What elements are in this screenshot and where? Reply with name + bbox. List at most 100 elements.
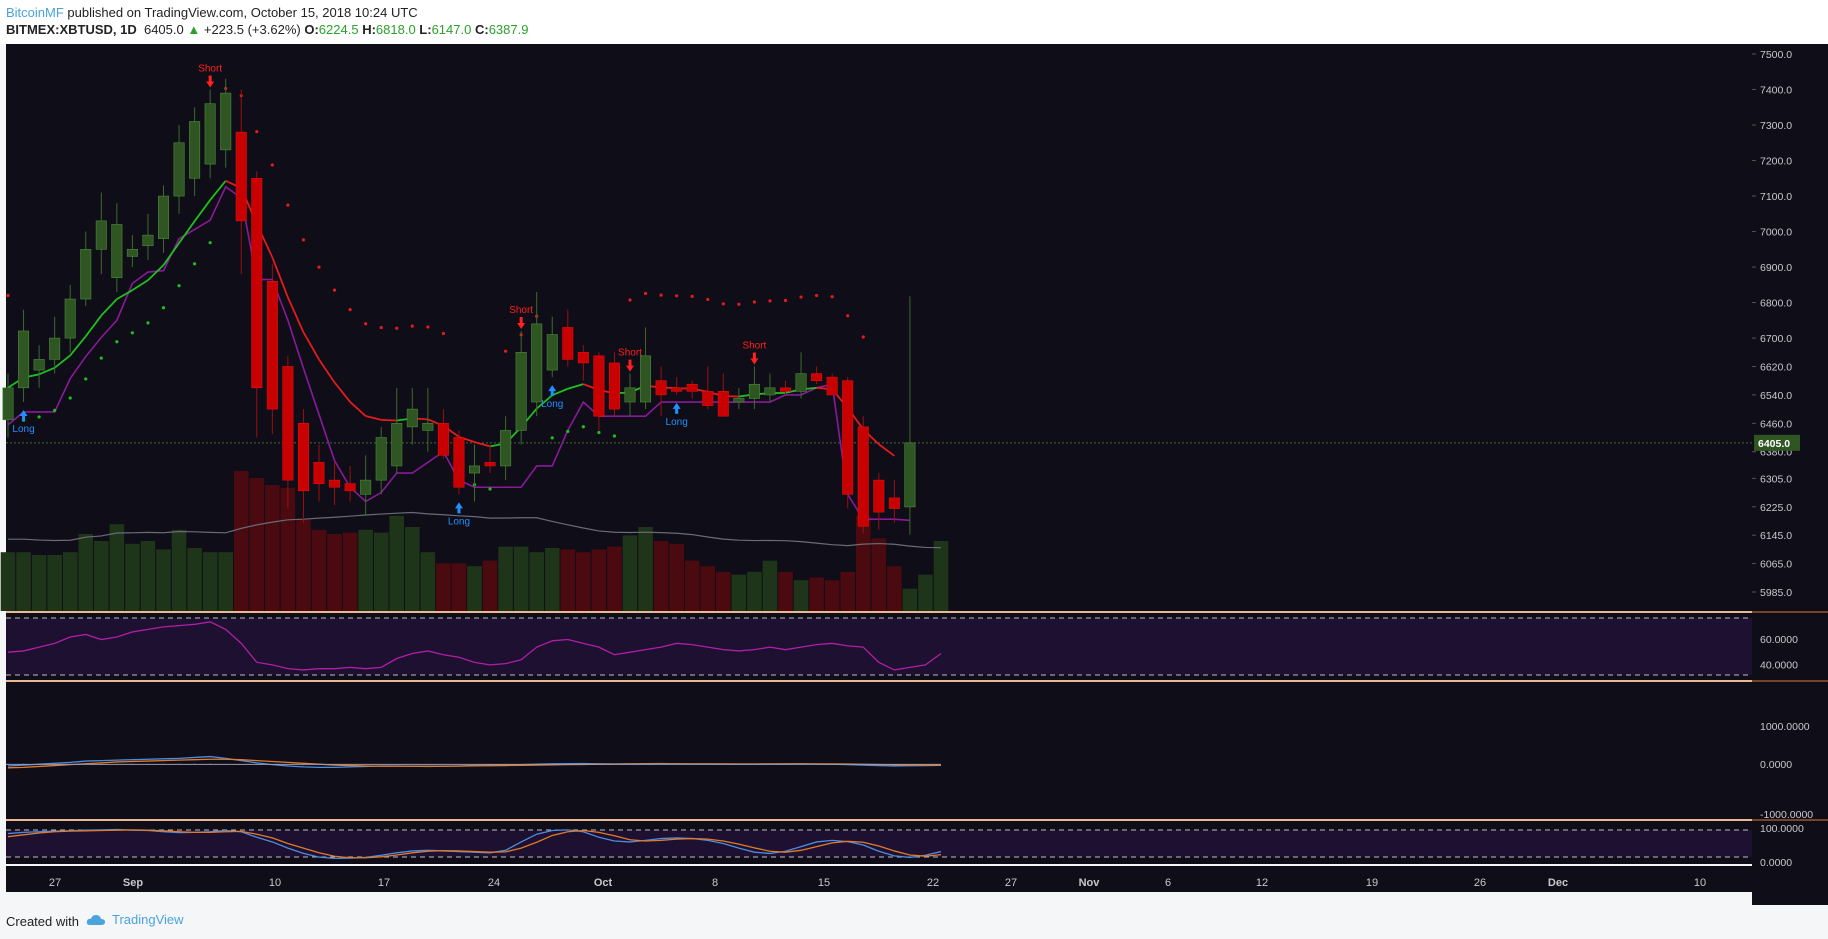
stop-dot [193, 262, 197, 266]
stop-dot [550, 436, 554, 440]
ema-segment [209, 180, 227, 201]
time-tick-label: Nov [1079, 877, 1101, 889]
short-arrow-icon [626, 359, 634, 372]
time-tick-label: 19 [1366, 877, 1378, 889]
candle-body [64, 298, 76, 339]
volume-bar [94, 541, 109, 611]
volume-bar [747, 571, 762, 611]
volume-bar [233, 471, 249, 611]
stop-dot [255, 130, 259, 134]
candle-body [360, 479, 372, 495]
candle-body [49, 337, 61, 360]
stop-dot [130, 331, 134, 335]
short-arrow-icon [517, 316, 526, 329]
price-tick-label: 6145.0 [1760, 530, 1792, 542]
tradingview-link[interactable]: TradingView [86, 912, 184, 927]
price-tick-label: 6800.0 [1760, 298, 1792, 310]
current-price-label: 6405.0 [1758, 438, 1790, 450]
close-label: C: [474, 22, 489, 37]
chart-panes [6, 44, 1828, 905]
stop-dot [208, 241, 212, 245]
stop-dot [177, 284, 181, 288]
volume-bar [420, 552, 436, 611]
candle-body [764, 387, 776, 396]
time-tick-label: 8 [712, 877, 718, 889]
candle-body [826, 376, 838, 396]
candle-body [577, 351, 589, 364]
stop-dot [768, 299, 772, 303]
volume-bar [716, 571, 731, 611]
high-value: 6818.0 [375, 22, 416, 37]
volume-bar [218, 552, 233, 611]
time-tick-label: 27 [49, 877, 61, 889]
volume-bar [16, 552, 31, 611]
footer: Created with TradingView [0, 905, 1828, 939]
volume-bar [902, 588, 918, 611]
candle-body [608, 362, 620, 410]
candle-body [842, 380, 854, 495]
candle-body [562, 327, 574, 360]
volume-bar [451, 563, 467, 611]
ema-segment [162, 242, 180, 266]
long-label: Long [666, 417, 688, 428]
price-tick-label: 6540.0 [1760, 390, 1792, 402]
rsi-line [7, 621, 942, 671]
volume-bar [576, 552, 591, 611]
stop-dot [690, 294, 694, 298]
time-tick-label: 27 [1005, 877, 1017, 889]
volume-bar [607, 546, 622, 611]
ema-segment [318, 358, 336, 383]
candle-body [344, 483, 356, 492]
time-tick-label: 17 [378, 877, 390, 889]
stop-dot [861, 335, 865, 339]
volume-bar [700, 566, 716, 611]
candle-body [733, 398, 745, 403]
up-triangle-icon: ▲ [187, 22, 201, 37]
candle-body [313, 462, 325, 484]
stop-dot [597, 430, 601, 435]
stop-dot [846, 314, 850, 318]
long-arrow-icon [548, 385, 557, 397]
candle-body [18, 330, 30, 389]
candle-body [811, 373, 823, 382]
low-label: L: [419, 22, 432, 37]
chart-canvas[interactable]: Long Short Long Short Long Short Long Short 750… [0, 44, 1828, 905]
stop-dot [566, 429, 570, 433]
time-tick-label: Sep [123, 877, 143, 889]
macd-tick-label: 1000.0000 [1760, 721, 1810, 733]
stop-dot [68, 396, 72, 400]
volume-bar [887, 566, 902, 611]
volume-bar [467, 566, 482, 611]
candle-body [515, 351, 527, 431]
volume-bar [482, 560, 498, 611]
candle-body [904, 442, 916, 508]
candle-body [531, 323, 543, 403]
volume-bar [498, 546, 513, 611]
stoch-d-line [7, 829, 942, 859]
stop-dot [146, 321, 150, 325]
volume-bar [171, 529, 187, 611]
author-link[interactable]: BitcoinMF [6, 5, 64, 20]
rsi-tick-label: 60.0000 [1760, 634, 1798, 646]
stop-dot [426, 325, 430, 329]
ema-segment [69, 335, 87, 356]
stop-dot [270, 163, 274, 167]
stop-dot [379, 325, 383, 330]
volume-bar [622, 535, 638, 611]
price-tick-label: 6065.0 [1760, 559, 1792, 571]
open-value: 6224.5 [318, 22, 359, 37]
candle-body [204, 103, 216, 165]
volume-bar [793, 580, 809, 611]
candle-body [235, 131, 247, 222]
chart-header: BitcoinMF published on TradingView.com, … [0, 0, 1828, 44]
candle-body [80, 249, 92, 300]
volume-bar [436, 563, 451, 611]
candle-body [795, 373, 807, 392]
candle-body [857, 426, 869, 527]
price-tick-label: 7400.0 [1760, 85, 1792, 97]
candle-body [329, 479, 341, 488]
created-with-text: Created with [6, 914, 79, 929]
stoch-tick-label: 100.0000 [1760, 823, 1804, 835]
publish-line: BitcoinMF published on TradingView.com, … [6, 5, 418, 20]
price-tick-label: 7100.0 [1760, 191, 1792, 203]
